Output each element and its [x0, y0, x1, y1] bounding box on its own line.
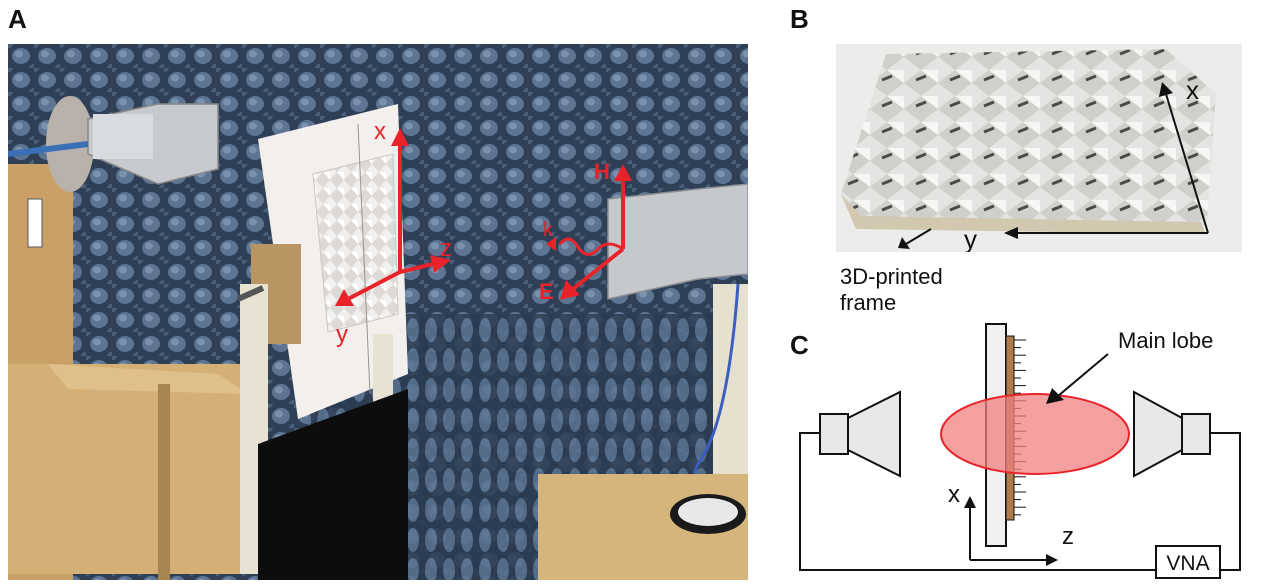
right-horn-feed [1181, 413, 1211, 455]
vna-box [1155, 545, 1221, 579]
field-k-label: k [543, 219, 554, 241]
panel-c-diagram: VNA Main lobe x z [790, 318, 1260, 580]
panel-b-letter: B [790, 4, 809, 34]
left-wood-table [8, 364, 248, 574]
frame-label-line1: 3D-printed [840, 264, 943, 289]
sample-post-right [373, 334, 393, 414]
panel-a-svg: x z y H k E [8, 44, 748, 580]
main-lobe-arrowhead [1046, 388, 1064, 404]
axis-z-label: z [440, 235, 452, 262]
sample-axes [335, 128, 451, 306]
panel-c-letter: C [790, 330, 809, 360]
panel-b-svg: x y [836, 44, 1242, 252]
panel-a-letter: A [8, 4, 27, 34]
rotation-dial [678, 498, 738, 526]
left-horn-waveguide [93, 114, 153, 159]
right-horn-antenna [607, 183, 748, 300]
right-horn [1133, 390, 1183, 478]
left-horn [847, 390, 901, 478]
main-lobe-label: Main lobe [1118, 328, 1213, 353]
left-horn-feed [819, 413, 849, 455]
panel-a-photo: x z y H k E [8, 44, 748, 580]
panel-b-axes [898, 82, 1209, 249]
frame-label-line2: frame [840, 290, 897, 315]
axis-y-label: y [336, 321, 348, 348]
panel-seam [357, 123, 371, 395]
field-e-label: E [539, 279, 554, 304]
table-leg [158, 384, 170, 580]
left-cable [8, 141, 89, 157]
axis-x-label: x [1186, 75, 1199, 105]
panel-c-axes [964, 496, 1058, 566]
main-lobe [940, 393, 1130, 475]
field-h-label: H [594, 159, 610, 184]
panel-b-photo: x y [836, 44, 1242, 252]
signal-wire [799, 432, 1241, 571]
origami-sample [312, 153, 399, 333]
black-rail [258, 389, 408, 580]
printed-frame-edge [841, 194, 1206, 234]
barcode-label [27, 198, 43, 248]
panel-c-svg: VNA Main lobe x z [799, 323, 1241, 579]
main-lobe-pointer [1057, 353, 1109, 397]
axis-x-label: x [374, 118, 386, 145]
table-top [48, 364, 248, 394]
axis-y-label: y [964, 224, 977, 252]
frame-label: 3D-printed frame [840, 264, 943, 316]
origami-structure [841, 49, 1216, 234]
post-knob [236, 285, 265, 302]
axis-x-label: x [948, 481, 960, 508]
axis-z-label: z [1062, 523, 1074, 550]
vna-label: VNA [1166, 552, 1209, 575]
field-vectors [546, 164, 632, 300]
